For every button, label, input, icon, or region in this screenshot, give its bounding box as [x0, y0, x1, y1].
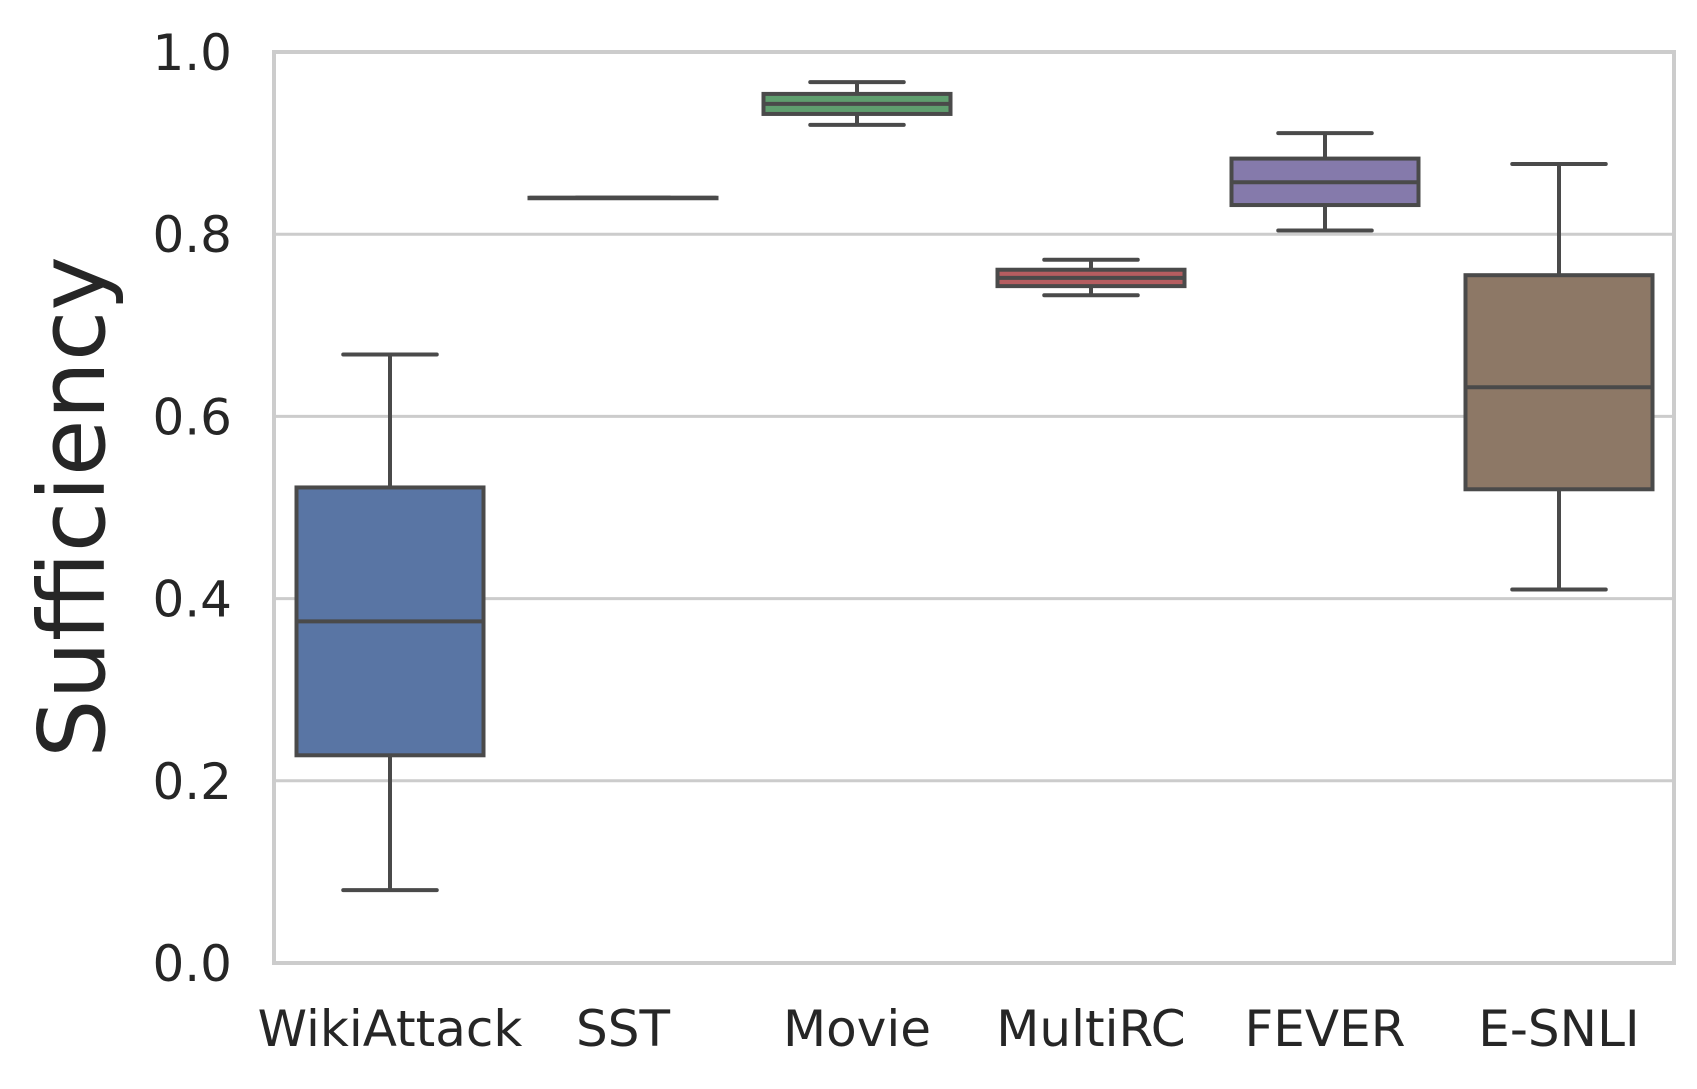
box-wikiattack [294, 352, 486, 893]
box-iqr [1463, 273, 1655, 492]
box-series [294, 80, 1655, 893]
x-tick-label: MultiRC [996, 1000, 1185, 1058]
x-tick-label: Movie [783, 1000, 931, 1058]
x-tick-label: WikiAttack [258, 1000, 523, 1058]
x-axis-ticks: WikiAttack SST Movie MultiRC FEVER E-SNLI [258, 1000, 1640, 1058]
y-tick-label: 0.4 [152, 571, 232, 629]
y-tick-label: 0.0 [152, 935, 232, 993]
y-tick-label: 0.6 [152, 388, 232, 446]
x-tick-label: FEVER [1245, 1000, 1406, 1058]
y-axis-label: Sufficiency [19, 256, 126, 758]
box-movie [761, 80, 953, 127]
y-tick-label: 0.2 [152, 753, 232, 811]
grid-lines [274, 232, 1674, 783]
box-multirc [995, 257, 1187, 298]
x-tick-label: E-SNLI [1478, 1000, 1639, 1058]
plot-frame [272, 50, 1676, 965]
y-tick-label: 1.0 [152, 24, 232, 82]
x-tick-label: SST [576, 1000, 670, 1058]
y-axis-ticks: 0.0 0.2 0.4 0.6 0.8 1.0 [152, 24, 232, 993]
box-fever [1229, 131, 1421, 233]
box-sst [527, 195, 719, 201]
box-e-snli [1463, 162, 1655, 592]
y-tick-label: 0.8 [152, 206, 232, 264]
